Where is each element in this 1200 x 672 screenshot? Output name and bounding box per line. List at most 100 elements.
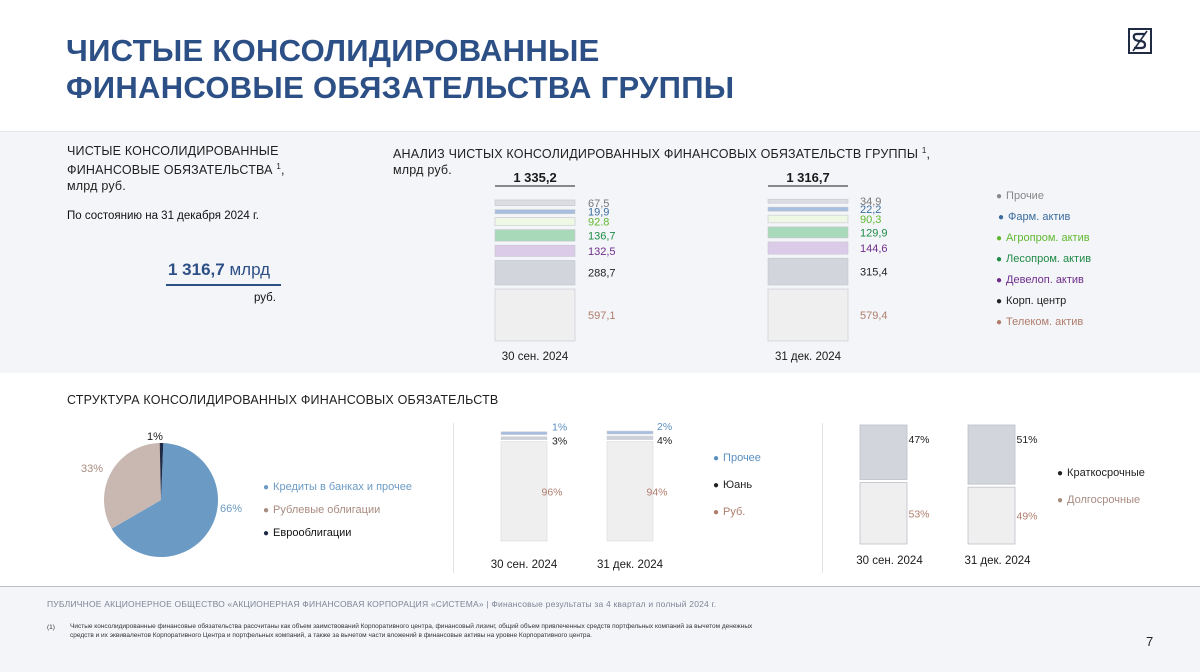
pie-slice-еврооблигации — [159, 443, 164, 500]
pie-label-кредиты-в-банках-и-прочее: 66% — [220, 503, 242, 515]
segment-label-телеком-актив-1: 579,4 — [860, 310, 888, 322]
bar-segment-телеком-актив-1 — [767, 288, 849, 342]
analysis-title: АНАЛИЗ ЧИСТЫХ КОНСОЛИДИРОВАННЫХ ФИНАНСОВ… — [393, 143, 930, 178]
term-segment-долгосрочные-0 — [859, 482, 908, 545]
x-tick-label-0: 30 сен. 2024 — [502, 351, 569, 363]
as-of-date: По состоянию на 31 декабря 2024 г. — [67, 210, 259, 222]
analysis-title-text: АНАЛИЗ ЧИСТЫХ КОНСОЛИДИРОВАННЫХ ФИНАНСОВ… — [393, 147, 922, 162]
legend-item-еврооблигации: ● Еврооблигации — [263, 527, 352, 539]
segment-label-агропром-актив-0: 92.8 — [588, 217, 609, 229]
legend-item-краткосрочные: ● Краткосрочные — [1057, 467, 1145, 479]
analysis-footnote-ref: 1 — [921, 146, 927, 155]
bar-segment-прочие-1 — [767, 198, 849, 204]
segment-label-корп-центр-1: 315,4 — [860, 267, 888, 279]
term-label-долгосрочные-0: 53% — [908, 508, 929, 520]
legend-item-телеком-актив: ● Телеком. актив — [996, 316, 1084, 328]
segment-label-фарм-актив-0: 19,9 — [588, 207, 609, 219]
pie-label-еврооблигации: 1% — [147, 431, 163, 443]
legend-label: Рублевые облигации — [273, 504, 381, 516]
bar-segment-лесопром-актив-1 — [767, 226, 849, 239]
legend-label: Прочее — [723, 452, 761, 464]
bar-segment-агропром-актив-0 — [494, 217, 576, 226]
currency-label-прочее-1: 2% — [657, 421, 672, 433]
bar-segment-корп-центр-1 — [767, 257, 849, 286]
segment-label-телеком-актив-0: 597,1 — [588, 310, 616, 322]
legend-item-долгосрочные: ● Долгосрочные — [1057, 494, 1141, 506]
bar-total-1: 1 316,7 — [786, 170, 829, 185]
legend-label: Прочие — [1006, 190, 1044, 202]
segment-label-лесопром-актив-0: 136,7 — [588, 230, 616, 242]
page-number: 7 — [1146, 634, 1154, 649]
segment-label-корп-центр-0: 288,7 — [588, 268, 616, 280]
term-label-краткосрочные-0: 47% — [908, 434, 929, 446]
bar-segment-телеком-актив-0 — [494, 288, 576, 342]
summary-title-line1: ЧИСТЫЕ КОНСОЛИДИРОВАННЫЕ — [67, 144, 279, 158]
legend-item-агропром-актив: ● Агропром. актив — [996, 232, 1090, 244]
currency-label-руб-0: 96% — [541, 486, 562, 498]
legend-label: Лесопром. актив — [1006, 253, 1092, 265]
footer-divider — [0, 586, 1200, 587]
currency-x-tick-0: 30 сен. 2024 — [491, 559, 558, 571]
legend-item-рублевые-облигации: ● Рублевые облигации — [263, 504, 381, 516]
structure-divider-1 — [453, 423, 454, 573]
legend-label: Юань — [723, 479, 753, 491]
legend-label: Руб. — [723, 506, 746, 518]
pie-label-рублевые-облигации: 33% — [81, 463, 103, 475]
bar-segment-девелоп-актив-0 — [494, 244, 576, 257]
analysis-title-line2: млрд руб. — [393, 163, 452, 178]
bar-segment-фарм-актив-1 — [767, 206, 849, 212]
legend-label: Агропром. актив — [1006, 232, 1090, 244]
total-liabilities-number: 1 316,7 — [168, 260, 225, 279]
structure-divider-2 — [822, 423, 823, 573]
segment-label-фарм-актив-1: 22,2 — [860, 204, 881, 216]
currency-segment-прочее-1 — [606, 430, 654, 435]
legend-label: Долгосрочные — [1067, 494, 1141, 506]
legend-label: Кредиты в банках и прочее — [273, 481, 412, 493]
page-title: ЧИСТЫЕ КОНСОЛИДИРОВАННЫЕ ФИНАНСОВЫЕ ОБЯЗ… — [66, 32, 866, 106]
legend-item-корп-центр: ● Корп. центр — [996, 295, 1067, 307]
bar-segment-девелоп-актив-1 — [767, 241, 849, 255]
bar-total-0: 1 335,2 — [513, 170, 556, 185]
segment-label-прочие-0: 67,5 — [588, 198, 609, 210]
legend-item-руб: ● Руб. — [713, 506, 746, 518]
footer-company-name: ПУБЛИЧНОЕ АКЦИОНЕРНОЕ ОБЩЕСТВО «АКЦИОНЕР… — [47, 599, 717, 609]
term-segment-долгосрочные-1 — [967, 486, 1016, 545]
legend-label: Краткосрочные — [1067, 467, 1145, 479]
summary-footnote-ref: 1 — [276, 162, 282, 171]
legend-label: Телеком. актив — [1006, 316, 1084, 328]
term-x-tick-0: 30 сен. 2024 — [856, 555, 923, 567]
currency-segment-руб-1 — [606, 441, 654, 542]
segment-label-агропром-актив-1: 90,3 — [860, 214, 881, 226]
term-label-краткосрочные-1: 51% — [1016, 434, 1037, 446]
footnote-text: Чистые консолидированные финансовые обяз… — [70, 623, 753, 639]
analysis-title-end: , — [926, 147, 931, 162]
bar-segment-корп-центр-0 — [494, 260, 576, 286]
pie-slice-кредиты-в-банках-и-прочее — [111, 443, 218, 558]
value-underline — [166, 284, 281, 286]
currency-segment-юань-1 — [606, 435, 654, 440]
summary-title-line3: млрд руб. — [67, 179, 126, 194]
legend-label: Корп. центр — [1006, 295, 1067, 307]
segment-label-девелоп-актив-0: 132,5 — [588, 246, 616, 258]
term-label-долгосрочные-1: 49% — [1016, 511, 1037, 523]
segment-label-лесопром-актив-1: 129,9 — [860, 227, 888, 239]
legend-item-девелоп-актив: ● Девелоп. актив — [996, 274, 1084, 286]
summary-title-line2-end: , — [281, 163, 285, 178]
top-panel — [0, 131, 1200, 373]
legend-item-кредиты-в-банках-и-прочее: ● Кредиты в банках и прочее — [263, 481, 412, 493]
currency-segment-юань-0 — [500, 436, 548, 440]
bar-segment-прочие-0 — [494, 199, 576, 206]
currency-label-прочее-0: 1% — [552, 422, 567, 434]
currency-segment-прочее-0 — [500, 431, 548, 435]
term-segment-краткосрочные-0 — [859, 424, 908, 480]
page-title-line2: ФИНАНСОВЫЕ ОБЯЗАТЕЛЬСТВА ГРУППЫ — [66, 70, 735, 105]
currency-x-tick-1: 31 дек. 2024 — [597, 559, 664, 571]
page-title-line1: ЧИСТЫЕ КОНСОЛИДИРОВАННЫЕ — [66, 33, 600, 68]
legend-label: Девелоп. актив — [1006, 274, 1084, 286]
currency-label-юань-0: 3% — [552, 436, 567, 448]
bar-segment-фарм-актив-0 — [494, 209, 576, 214]
currency-segment-руб-0 — [500, 441, 548, 542]
legend-item-прочее: ● Прочее — [713, 452, 761, 464]
currency-label-юань-1: 4% — [657, 435, 672, 447]
